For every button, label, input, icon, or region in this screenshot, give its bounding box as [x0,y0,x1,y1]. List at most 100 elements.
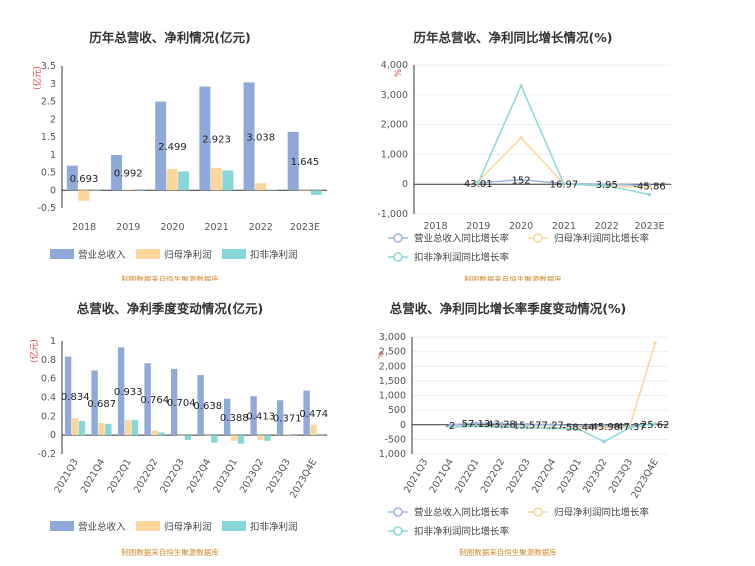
legend-label: 归母净利润 [164,249,212,261]
quarterly-bar-chart-svg: 总营收、净利季度变动情况(亿元)(亿元) 10.80.60.40.20-0.220… [29,301,328,557]
point-扣非净利润同比增长率 [448,425,452,429]
x-tick-label: 2021Q4 [428,457,456,495]
legend-label: 归母净利润 [164,521,212,533]
data-label: 1.645 [291,157,320,168]
bar-扣非净利润 [290,435,298,436]
bar-归母净利润 [257,435,264,440]
source-note: 制图数据来自恒生聚源数据库 [459,547,557,557]
y-tick-label: 2.5 [41,97,56,108]
y-tick-label: -0.5 [37,203,56,214]
legend-label: 营业总收入同比增长率 [414,233,510,245]
x-tick-label: 2023Q3 [264,457,292,495]
y-tick-label: 0.8 [41,355,56,366]
point-扣非净利润同比增长率 [647,193,652,197]
x-tick-label: 2023Q1 [556,457,584,495]
x-tick-label: 2018 [72,222,96,233]
data-label: 43.01 [464,179,493,190]
legend-label: 扣非净利润同比增长率 [414,252,510,264]
point-扣非净利润同比增长率 [602,440,606,444]
point-扣非净利润同比增长率 [562,182,566,186]
legend-swatch [136,249,160,259]
point-扣非净利润同比增长率 [519,84,523,88]
x-tick-label: 2023E [290,222,320,233]
bar-扣非净利润 [310,190,322,195]
x-tick-label: 2021Q3 [52,457,80,495]
line-扣非净利润同比增长率 [477,83,650,196]
point-营业总收入同比增长率 [551,422,555,427]
y-tick-label: 0.2 [41,411,56,422]
y-tick-label: -1,000 [378,449,406,460]
data-label: 0.388 [220,413,249,424]
y-tick-label: 1,000 [379,391,406,402]
x-tick-label: 2023Q1 [211,457,239,495]
legend-swatch [222,521,246,531]
annual-growth-line-chart-svg: 历年总营收、净利同比增长情况(%)%4,000 3,000 2,000 1,000 0 -… [377,30,671,284]
bar-扣非净利润 [237,435,245,444]
y-tick-label: 1,500 [379,376,406,387]
chart-title: 历年总营收、净利情况(亿元) [89,30,250,45]
bar-归母净利润 [151,430,158,436]
data-label: 0.687 [87,399,116,410]
x-tick-label: 2019 [466,221,490,232]
unit-label: (亿元) [29,339,40,363]
y-tick-label: -0.2 [37,449,56,460]
x-tick-label: 2022Q2 [132,457,160,495]
bar-营业总收入 [117,347,125,436]
bar-扣非净利润 [133,190,145,191]
y-tick-label: 0 [50,185,56,196]
legend-label: 营业总收入同比增长率 [414,507,510,519]
x-tick-label: 2021 [204,222,228,233]
legend-marker [393,507,403,517]
y-tick-label: -1,000 [378,209,408,220]
bar-归母净利润 [122,189,134,191]
bar-营业总收入 [64,356,72,436]
legend-marker [393,233,403,243]
data-label: 16.97 [550,180,579,191]
legend-label: 营业总收入 [78,249,126,261]
data-label: -45.98 [588,422,620,433]
data-label: 43.28 [487,419,516,430]
point-扣非净利润同比增长率 [525,426,529,430]
x-tick-label: 2022 [249,222,273,233]
bar-营业总收入 [243,82,255,191]
bar-扣非净利润 [105,423,112,436]
data-label: 0.992 [114,169,143,180]
bar-扣非净利润 [178,171,190,191]
x-tick-label: 2020 [160,222,184,233]
legend-marker [533,507,543,517]
bar-扣非净利润 [211,435,218,443]
point-归母净利润同比增长率 [647,185,652,189]
data-label: 0.933 [114,387,143,398]
bar-营业总收入 [111,155,123,191]
y-tick-label: 2,500 [379,347,406,358]
point-扣非净利润同比增长率 [628,426,632,430]
quarterly-growth-line-chart-svg: 总营收、净利同比增长率季度变动情况(%)% 3,000 2,500 2,000 1,50… [375,301,669,557]
legend-label: 营业总收入 [78,521,126,533]
x-tick-label: 2023Q2 [238,457,266,495]
bar-营业总收入 [223,398,231,436]
bar-扣非净利润 [264,435,271,441]
legend-label: 扣非净利润 [250,249,298,261]
bar-营业总收入 [144,363,151,436]
bar-归母净利润 [310,424,317,436]
legend-label: 归母净利润同比增长率 [554,507,650,519]
bar-扣非净利润 [158,432,165,436]
data-label: 3.038 [246,132,275,143]
x-tick-label: 2022Q4 [530,457,558,495]
data-label: -2 [445,421,455,432]
legend-marker [393,252,403,262]
x-tick-label: 2022 [595,221,619,232]
point-扣非净利润同比增长率 [605,184,609,188]
bar-扣非净利润 [317,435,324,436]
x-tick-label: 2019 [116,222,140,233]
bar-扣非净利润 [89,190,101,191]
data-label: 0.693 [70,174,99,185]
data-label: 0.413 [246,412,275,423]
y-tick-label: 3,000 [381,90,408,101]
legend-swatch [136,521,160,531]
data-label: 0.474 [299,409,328,420]
data-label: 3.95 [596,180,618,191]
x-tick-label: 2021 [552,221,576,232]
y-tick-label: 1,000 [381,149,408,160]
unit-label: % [378,351,386,359]
